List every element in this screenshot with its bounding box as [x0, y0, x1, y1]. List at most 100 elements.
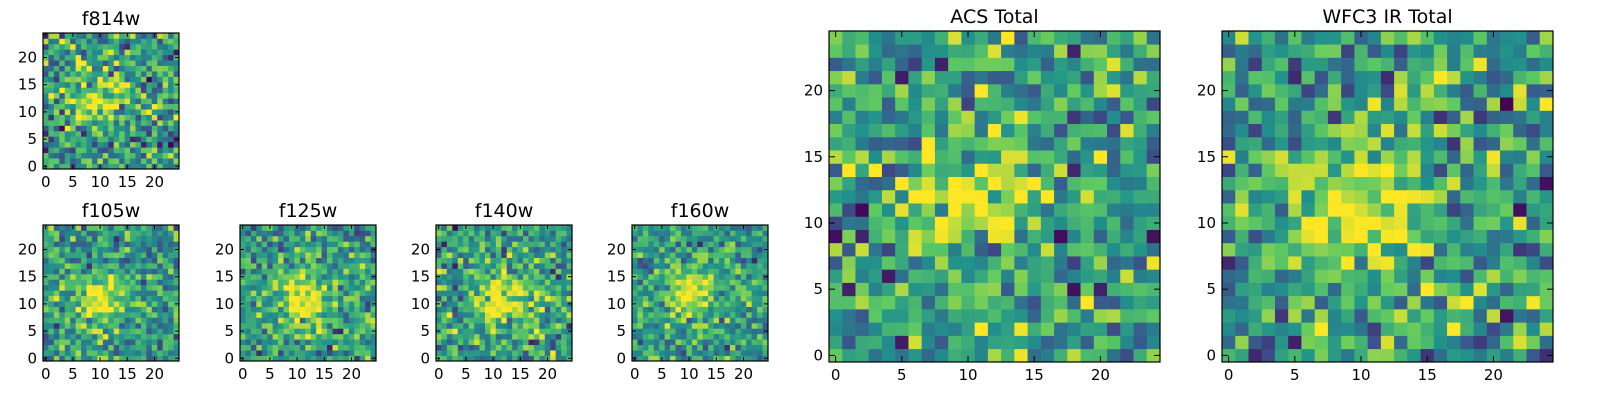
heatmap-cell [1407, 70, 1421, 85]
heatmap-cell [327, 328, 333, 335]
heatmap-cell [921, 150, 936, 164]
heatmap-cell [512, 246, 518, 253]
heatmap-cell [370, 339, 377, 346]
heatmap-cell [921, 229, 936, 244]
heatmap-cell [168, 350, 174, 356]
heatmap-cell [343, 241, 350, 248]
heatmap-cell [108, 103, 115, 110]
heatmap-cell [642, 350, 649, 356]
heatmap-cell [708, 339, 714, 346]
heatmap-cell [746, 290, 753, 297]
heatmap-cell [506, 290, 513, 297]
heatmap-cell [135, 76, 142, 83]
heatmap-cell [670, 355, 676, 362]
heatmap-cell [157, 87, 164, 94]
heatmap-cell [1261, 322, 1276, 336]
y-tick-label: 15 [18, 76, 37, 94]
heatmap-cell [1001, 136, 1015, 151]
heatmap-cell [119, 225, 125, 231]
heatmap-cell [108, 65, 115, 72]
heatmap-cell [934, 176, 949, 191]
heatmap-cell [59, 290, 66, 297]
heatmap-cell [1460, 269, 1474, 283]
heatmap-cell [370, 317, 377, 324]
heatmap-cell [1248, 322, 1263, 336]
heatmap-cell [91, 103, 98, 110]
heatmap-cell [1486, 110, 1501, 125]
heatmap-cell [365, 235, 371, 242]
heatmap-cell [680, 284, 687, 291]
heatmap-cell [70, 339, 76, 346]
heatmap-cell [436, 279, 442, 286]
heatmap-cell [713, 290, 720, 297]
heatmap-cell [365, 263, 371, 269]
heatmap-cell [1235, 123, 1249, 138]
heatmap-cell [740, 317, 747, 324]
heatmap-cell [1133, 83, 1148, 98]
heatmap-cell [484, 252, 491, 258]
heatmap-cell [517, 344, 524, 351]
heatmap-cell [48, 273, 55, 280]
heatmap-cell [719, 295, 725, 302]
heatmap-cell [91, 49, 98, 56]
heatmap-cell [528, 246, 535, 253]
heatmap-cell [746, 317, 753, 324]
heatmap-cell [1526, 322, 1541, 336]
heatmap-cell [446, 312, 453, 318]
heatmap-cell [1301, 203, 1316, 217]
heatmap-cell [664, 312, 671, 318]
heatmap-cell [113, 114, 120, 121]
y-tick-label: 0 [616, 349, 626, 367]
heatmap-cell [124, 230, 131, 237]
heatmap-cell [463, 344, 469, 351]
heatmap-cell [272, 246, 279, 253]
heatmap-cell [895, 176, 909, 191]
y-tick-label: 0 [27, 157, 37, 175]
heatmap-cell [75, 147, 82, 154]
heatmap-cell [1486, 242, 1501, 257]
heatmap-cell [294, 339, 301, 346]
heatmap-cell [829, 97, 843, 111]
heatmap-cell [713, 252, 720, 258]
heatmap-cell [140, 252, 147, 258]
heatmap-cell [1054, 203, 1068, 217]
heatmap-cell [108, 350, 115, 356]
heatmap-cell [1146, 216, 1161, 230]
heatmap-cell [708, 306, 714, 313]
heatmap-cell [140, 284, 147, 291]
heatmap-cell [1146, 295, 1161, 310]
heatmap-cell [124, 312, 131, 318]
heatmap-cell [173, 295, 180, 302]
heatmap-cell [908, 203, 923, 217]
heatmap-cell [479, 263, 486, 269]
heatmap-cell [1001, 269, 1015, 283]
heatmap-cell [140, 235, 147, 242]
heatmap-cell [75, 114, 82, 121]
heatmap-cell [70, 54, 76, 61]
heatmap-cell [256, 339, 263, 346]
heatmap-cell [702, 350, 709, 356]
heatmap-cell [691, 279, 698, 286]
heatmap-cell [1274, 189, 1289, 204]
heatmap-cell [359, 235, 366, 242]
heatmap-cell [697, 317, 704, 324]
heatmap-cell [637, 263, 644, 269]
heatmap-cell [135, 158, 142, 164]
heatmap-cell [75, 38, 82, 45]
heatmap-cell [151, 43, 158, 50]
heatmap-cell [1027, 97, 1042, 111]
heatmap-cell [484, 268, 491, 275]
heatmap-cell [146, 252, 153, 258]
heatmap-cell [283, 306, 290, 313]
heatmap-cell [474, 273, 480, 280]
heatmap-cell [1222, 348, 1236, 363]
heatmap-cell [348, 241, 355, 248]
heatmap-cell [119, 295, 125, 302]
heatmap-cell [1473, 295, 1488, 310]
heatmap-cell [337, 312, 344, 318]
heatmap-cell [288, 350, 295, 356]
heatmap-cell [348, 252, 355, 258]
heatmap-cell [1146, 150, 1161, 164]
heatmap-cell [670, 241, 676, 248]
heatmap-cell [102, 268, 109, 275]
